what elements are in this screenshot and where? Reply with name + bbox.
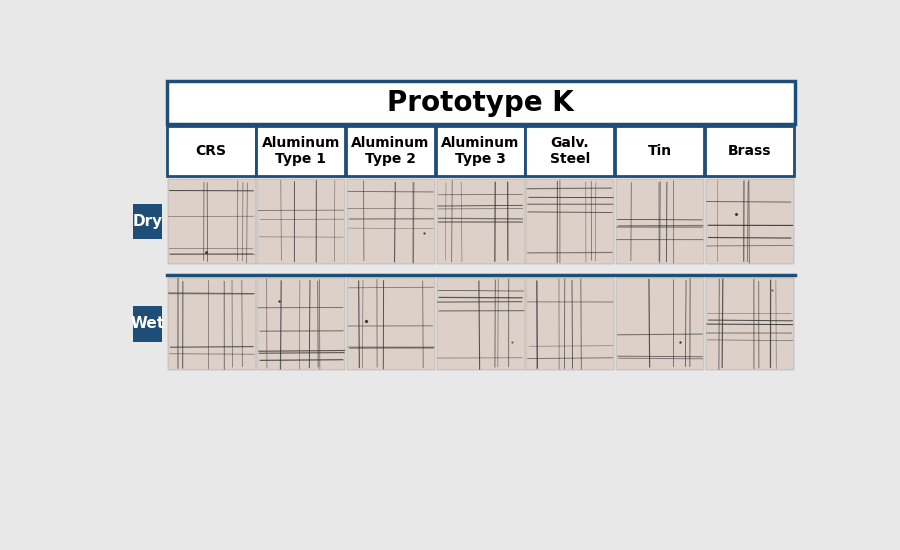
Bar (257, 179, 346, 264)
Bar (706, 278, 794, 370)
Bar (616, 278, 704, 370)
Bar (132, 204, 162, 239)
Text: Wet: Wet (130, 316, 165, 332)
Text: Aluminum
Type 1: Aluminum Type 1 (262, 136, 340, 166)
Bar (167, 278, 256, 370)
Bar (346, 278, 435, 370)
Bar (346, 179, 435, 264)
Text: Aluminum
Type 3: Aluminum Type 3 (441, 136, 519, 166)
Text: Galv.
Steel: Galv. Steel (550, 136, 590, 166)
Bar (436, 278, 525, 370)
Bar (526, 179, 615, 264)
FancyBboxPatch shape (256, 126, 346, 176)
FancyBboxPatch shape (166, 81, 795, 124)
Bar (257, 278, 346, 370)
FancyBboxPatch shape (526, 126, 615, 176)
Bar (526, 278, 615, 370)
FancyBboxPatch shape (346, 126, 435, 176)
FancyBboxPatch shape (436, 126, 525, 176)
FancyBboxPatch shape (705, 126, 794, 176)
Text: Tin: Tin (647, 144, 671, 158)
Text: CRS: CRS (195, 144, 227, 158)
Text: Prototype K: Prototype K (387, 89, 574, 117)
FancyBboxPatch shape (166, 126, 256, 176)
Text: Aluminum
Type 2: Aluminum Type 2 (351, 136, 429, 166)
FancyBboxPatch shape (615, 126, 704, 176)
Bar (616, 179, 704, 264)
Text: Brass: Brass (727, 144, 771, 158)
Text: Dry: Dry (132, 214, 162, 229)
Bar (706, 179, 794, 264)
Bar (132, 306, 162, 342)
Bar (436, 179, 525, 264)
Bar (167, 179, 256, 264)
